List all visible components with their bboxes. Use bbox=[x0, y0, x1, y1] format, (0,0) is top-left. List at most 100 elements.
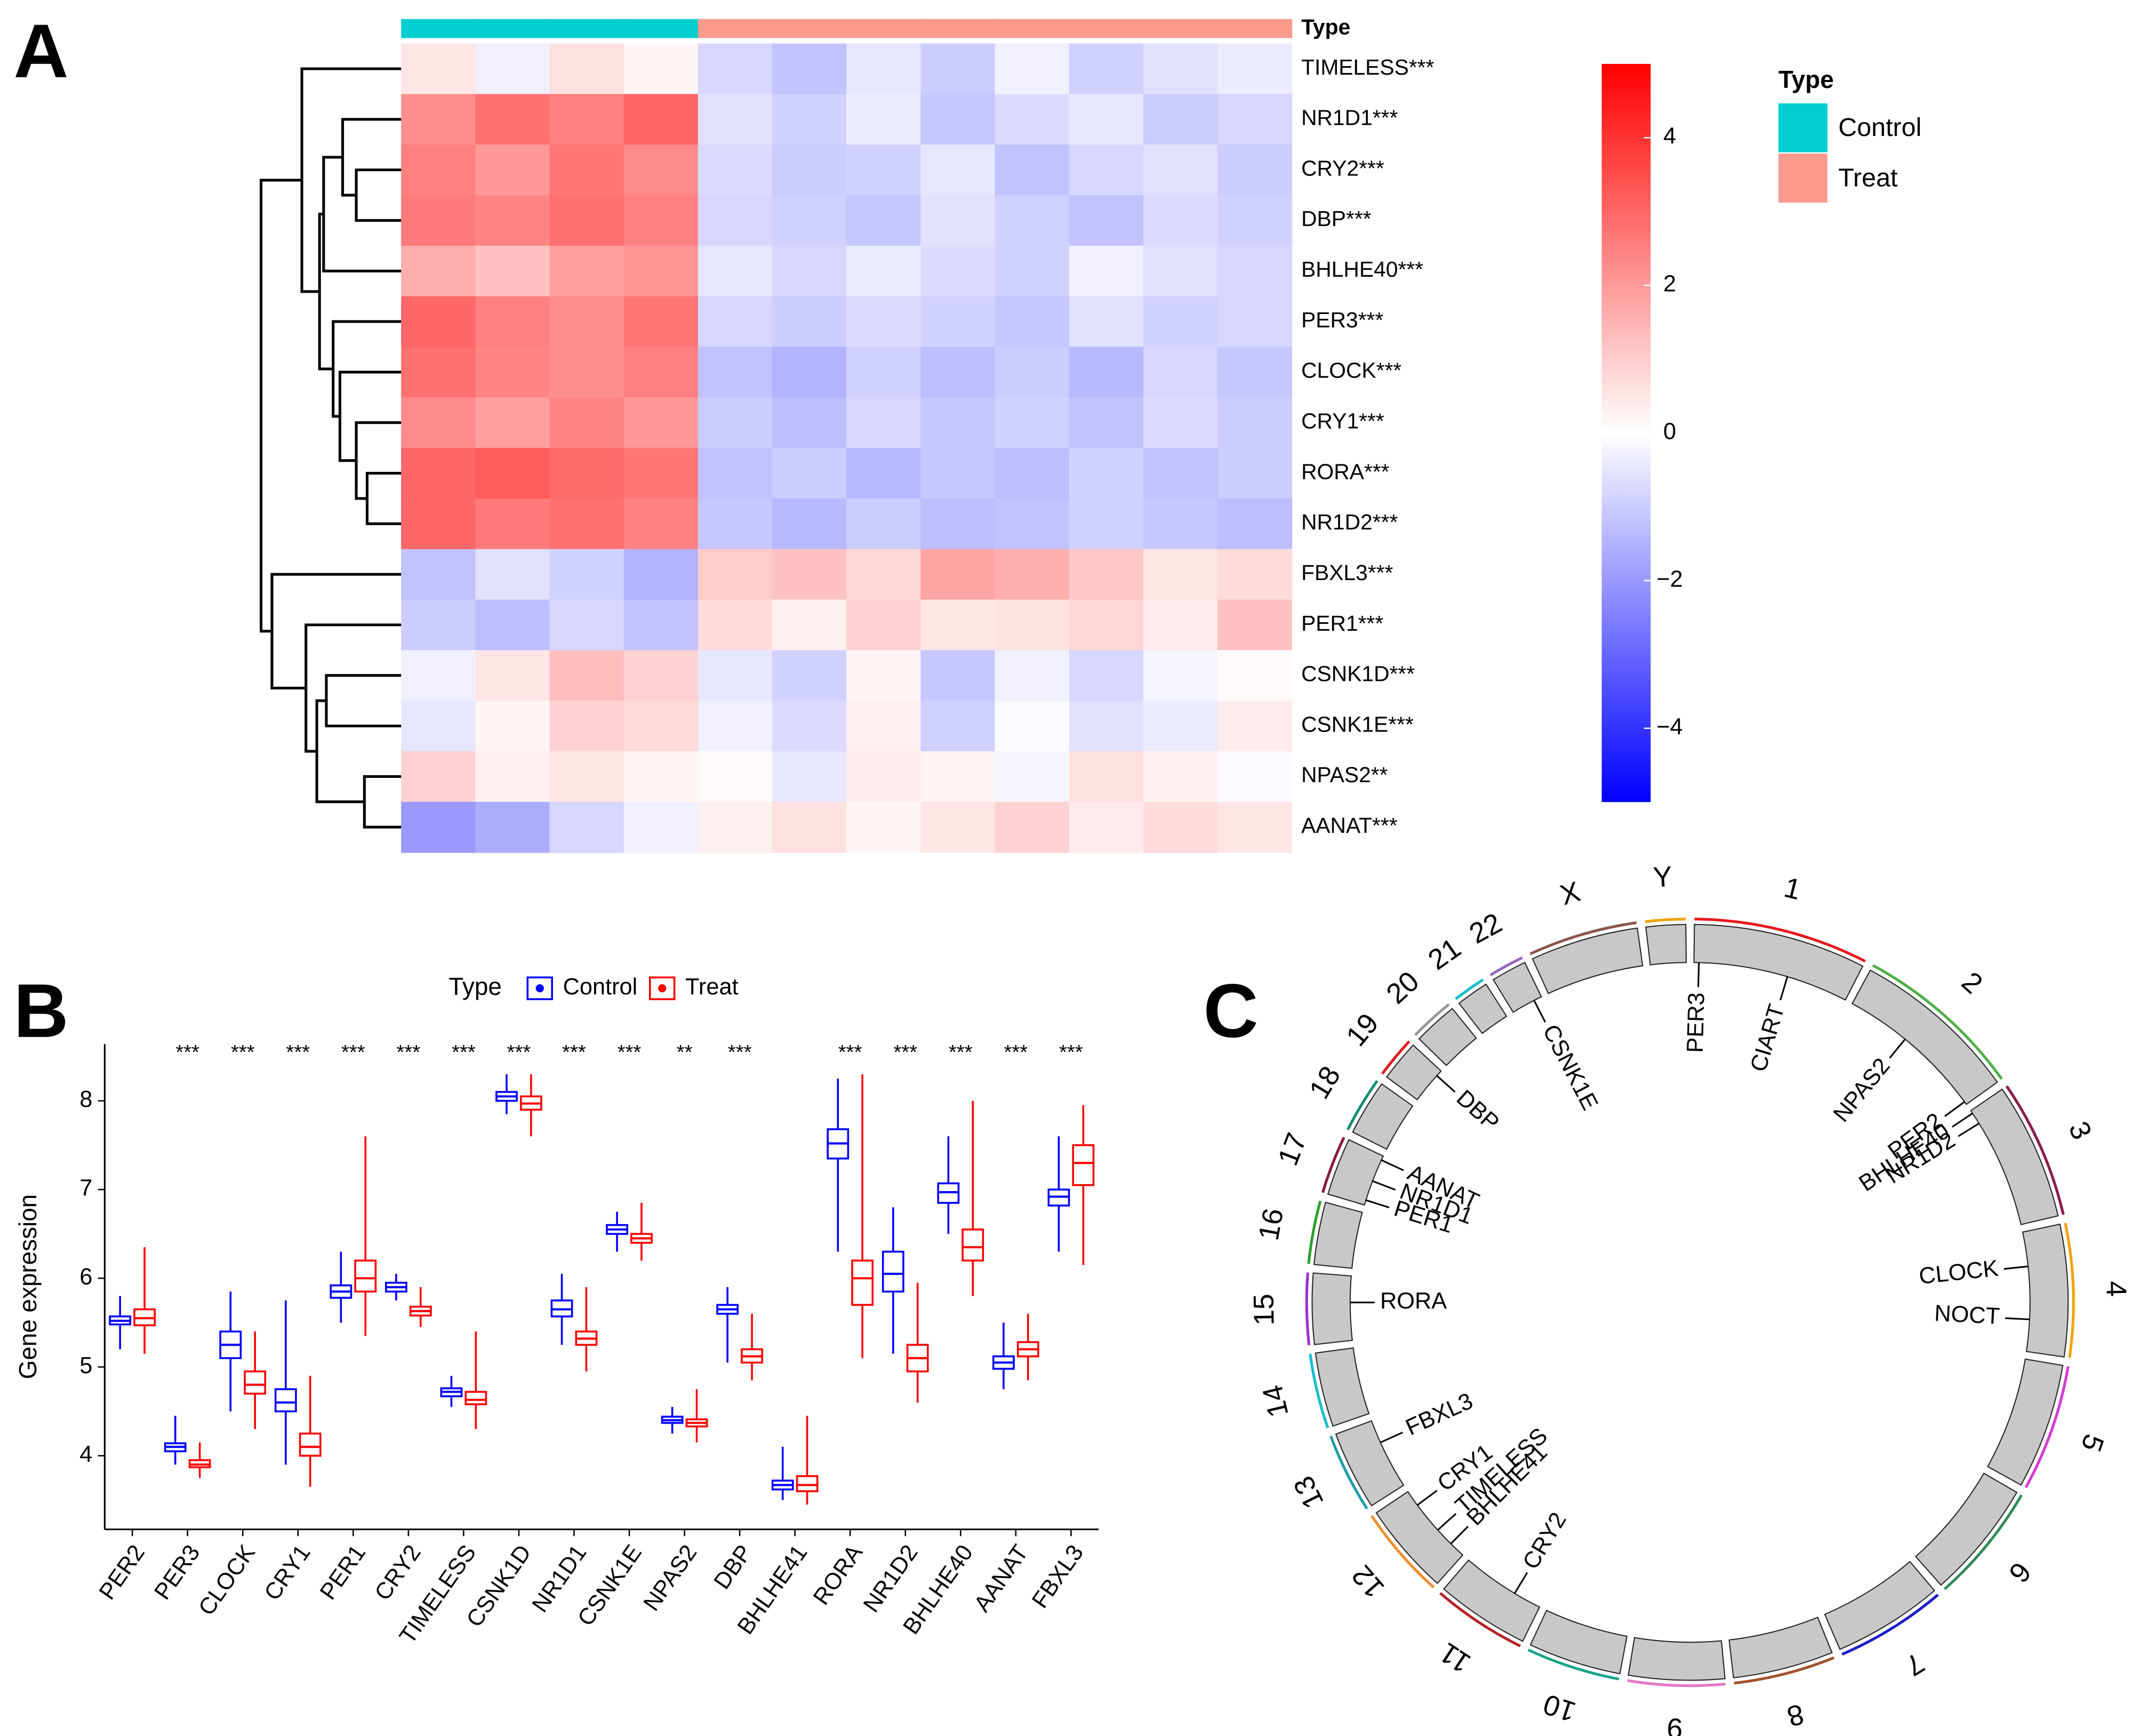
chromosome-arc bbox=[1455, 978, 1484, 1000]
heatmap-cell bbox=[846, 599, 921, 651]
heatmap-cell bbox=[475, 801, 550, 853]
y-tick-label: 4 bbox=[79, 1442, 92, 1467]
dendrogram bbox=[260, 179, 302, 633]
heatmap-cell bbox=[846, 43, 921, 95]
heatmap-cell bbox=[475, 397, 550, 449]
heatmap-cell bbox=[698, 701, 773, 752]
chromosome-arc bbox=[2064, 1223, 2075, 1358]
annotation-cell bbox=[1069, 19, 1144, 38]
heatmap-cell bbox=[920, 498, 996, 550]
heatmap-cell bbox=[772, 701, 847, 752]
y-tick-label: 8 bbox=[79, 1087, 92, 1112]
heatmap-cell bbox=[549, 801, 624, 853]
chromosome-label: 16 bbox=[1253, 1206, 1289, 1243]
chromosome-label: 17 bbox=[1272, 1129, 1313, 1170]
heatmap-cell bbox=[920, 397, 996, 449]
heatmap-cell bbox=[995, 144, 1070, 196]
heatmap-cell bbox=[920, 245, 996, 297]
heatmap-cell bbox=[1143, 144, 1219, 196]
box bbox=[851, 1259, 874, 1306]
heatmap-cell bbox=[623, 94, 699, 146]
heatmap-cell bbox=[401, 650, 476, 702]
dendrogram bbox=[355, 421, 402, 500]
heatmap-cell bbox=[920, 296, 996, 348]
heatmap-cell bbox=[1143, 195, 1219, 246]
dendrogram bbox=[315, 699, 365, 803]
gene-label: NPAS2 bbox=[1829, 1054, 1895, 1127]
chromosome-arc bbox=[1307, 1200, 1322, 1264]
dendrogram bbox=[338, 371, 402, 462]
chromosome-ideogram bbox=[1442, 1559, 1541, 1642]
chromosome-ideogram bbox=[1987, 1358, 2064, 1486]
row-label: FBXL3*** bbox=[1301, 560, 1393, 585]
chromosome-ideogram bbox=[1970, 1088, 2059, 1225]
heatmap-cell bbox=[401, 801, 476, 853]
x-tick-label: AANAT bbox=[969, 1540, 1033, 1617]
heatmap-cell bbox=[772, 94, 847, 146]
heatmap-cell bbox=[995, 195, 1070, 246]
heatmap-cell bbox=[623, 347, 699, 398]
heatmap-cell bbox=[846, 650, 921, 702]
chromosome-ideogram bbox=[1824, 1561, 1936, 1650]
heatmap-cell bbox=[698, 195, 773, 246]
chromosome-ideogram bbox=[1645, 923, 1687, 966]
heatmap-cell bbox=[846, 94, 921, 146]
gene-label: CIART bbox=[1745, 1001, 1790, 1075]
y-tick-label: 7 bbox=[79, 1176, 92, 1201]
row-label: CSNK1E*** bbox=[1301, 712, 1414, 736]
heatmap-cell bbox=[1069, 599, 1144, 651]
heatmap-cell bbox=[475, 498, 550, 550]
heatmap-cell bbox=[920, 144, 996, 196]
dendrogram bbox=[300, 67, 402, 293]
heatmap-cell bbox=[549, 599, 624, 651]
gene-label: RORA bbox=[1380, 1288, 1447, 1314]
gene-marker bbox=[1381, 1159, 1404, 1171]
heatmap-cell bbox=[772, 144, 847, 196]
chromosome-label: 7 bbox=[1899, 1647, 1929, 1682]
chromosome-label: 1 bbox=[1781, 872, 1804, 906]
colorbar-tick-label: −2 bbox=[1656, 566, 1682, 592]
gene-label: FBXL3 bbox=[1402, 1388, 1477, 1441]
heatmap-cell bbox=[623, 144, 699, 196]
heatmap-cell bbox=[1143, 448, 1219, 499]
legend-swatch bbox=[1778, 154, 1828, 203]
heatmap-cell bbox=[772, 751, 847, 802]
heatmap-cell bbox=[1217, 498, 1293, 550]
chromosome-ideogram bbox=[1693, 923, 1864, 1001]
chromosome-ideogram bbox=[1315, 1347, 1370, 1427]
heatmap-cell bbox=[995, 448, 1070, 499]
legend-swatch bbox=[658, 984, 667, 993]
x-tick-label: PER1 bbox=[315, 1540, 371, 1604]
heatmap-cell bbox=[623, 397, 699, 449]
heatmap-cell bbox=[623, 296, 699, 348]
heatmap-cell bbox=[549, 498, 624, 550]
x-tick-label: CRY2 bbox=[370, 1540, 426, 1605]
row-label: DBP*** bbox=[1301, 206, 1372, 231]
heatmap-cell bbox=[401, 599, 476, 651]
heatmap-cell bbox=[475, 650, 550, 702]
box bbox=[881, 1250, 904, 1293]
colorbar-tick-label: −4 bbox=[1656, 714, 1682, 740]
heatmap-cell bbox=[846, 245, 921, 297]
significance-label: *** bbox=[1059, 1041, 1083, 1064]
heatmap-cell bbox=[698, 245, 773, 297]
gene-marker bbox=[1416, 1490, 1438, 1506]
box bbox=[299, 1432, 322, 1457]
gene-marker bbox=[1437, 1513, 1457, 1531]
dendrogram bbox=[304, 623, 402, 753]
heatmap-cell bbox=[995, 751, 1070, 802]
heatmap-cell bbox=[1069, 245, 1144, 297]
annotation-cell bbox=[772, 19, 847, 38]
dendrogram bbox=[332, 320, 402, 418]
gene-marker bbox=[1450, 1525, 1469, 1545]
heatmap-cell bbox=[549, 650, 624, 702]
heatmap-cell bbox=[549, 195, 624, 246]
heatmap-cell bbox=[846, 144, 921, 196]
legend-title: Type bbox=[1778, 66, 1834, 93]
chromosome-label: 14 bbox=[1257, 1382, 1295, 1420]
chromosome-ideogram bbox=[1851, 969, 1998, 1105]
significance-label: *** bbox=[231, 1041, 255, 1064]
heatmap-cell bbox=[772, 43, 847, 95]
x-tick-label: PER2 bbox=[94, 1540, 150, 1604]
